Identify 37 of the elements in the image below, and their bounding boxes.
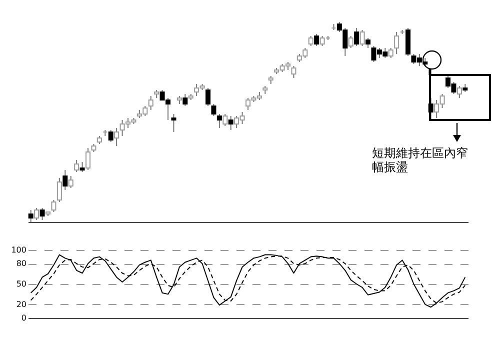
candlestick <box>366 38 370 48</box>
candlestick <box>148 96 154 110</box>
y-tick-label: 100 <box>11 246 26 254</box>
candlestick <box>348 36 354 48</box>
candlestick <box>354 28 360 46</box>
candlestick <box>56 178 62 202</box>
candlestick <box>291 66 296 78</box>
candlestick <box>40 208 45 220</box>
candlestick <box>108 130 114 142</box>
candlestick <box>308 36 314 46</box>
candlestick <box>394 32 400 54</box>
candlestick <box>51 200 56 212</box>
annotation: 短期維持在區內窄幅振盪 <box>372 146 469 174</box>
candlestick <box>388 48 394 58</box>
candlestick <box>206 88 210 106</box>
candlestick <box>228 116 234 130</box>
candlestick <box>216 114 222 128</box>
candlestick <box>222 114 228 126</box>
candlestick <box>211 104 216 116</box>
candlestick <box>80 162 85 172</box>
candlestick <box>68 176 74 188</box>
candlestick <box>86 148 90 170</box>
candlestick <box>406 28 410 56</box>
candlestick <box>34 208 40 220</box>
candlestick <box>114 128 120 146</box>
candlestick <box>456 86 462 98</box>
candlestick <box>182 94 188 106</box>
y-tick-label: 50 <box>16 280 26 288</box>
candlestick <box>28 210 34 222</box>
candlestick <box>74 160 80 172</box>
candlestick <box>171 114 176 132</box>
y-tick-label: 20 <box>16 300 26 309</box>
candlestick <box>62 170 68 190</box>
candlestick <box>314 34 320 46</box>
y-tick-label: 80 <box>16 259 26 268</box>
y-tick-label: 0 <box>21 314 26 322</box>
candlestick <box>360 30 365 46</box>
